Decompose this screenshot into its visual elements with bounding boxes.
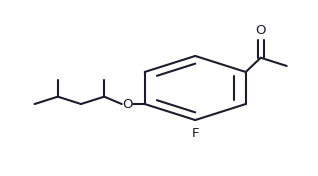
Text: F: F bbox=[191, 127, 199, 140]
Text: O: O bbox=[122, 98, 133, 111]
Text: O: O bbox=[255, 24, 266, 36]
